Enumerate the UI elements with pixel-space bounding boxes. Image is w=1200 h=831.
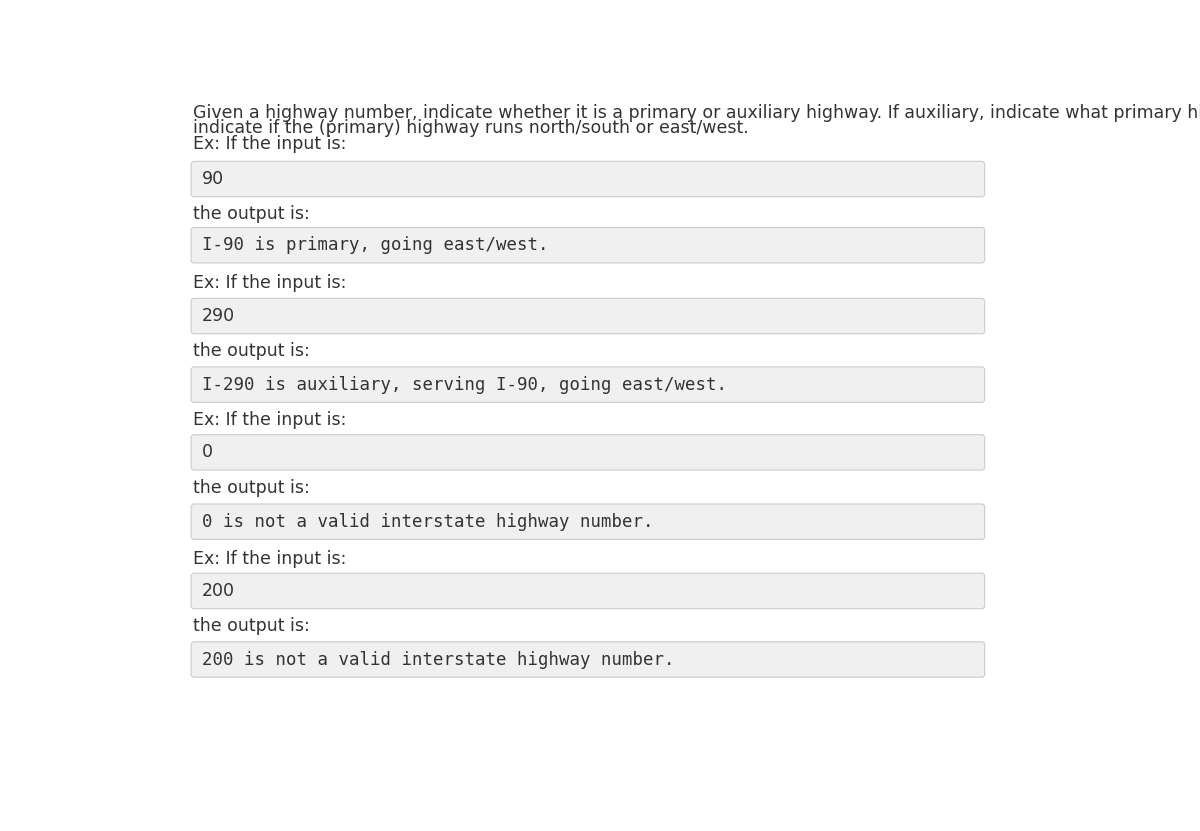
Text: 0 is not a valid interstate highway number.: 0 is not a valid interstate highway numb… (202, 513, 654, 531)
FancyBboxPatch shape (191, 228, 985, 263)
Text: 200 is not a valid interstate highway number.: 200 is not a valid interstate highway nu… (202, 651, 674, 668)
Text: the output is:: the output is: (193, 204, 310, 223)
FancyBboxPatch shape (191, 504, 985, 539)
Text: the output is:: the output is: (193, 342, 310, 360)
FancyBboxPatch shape (191, 367, 985, 402)
Text: the output is:: the output is: (193, 479, 310, 497)
Text: Given a highway number, indicate whether it is a primary or auxiliary highway. I: Given a highway number, indicate whether… (193, 104, 1200, 121)
FancyBboxPatch shape (191, 573, 985, 608)
FancyBboxPatch shape (191, 161, 985, 197)
Text: 90: 90 (202, 170, 224, 188)
Text: I-90 is primary, going east/west.: I-90 is primary, going east/west. (202, 236, 548, 254)
Text: I-290 is auxiliary, serving I-90, going east/west.: I-290 is auxiliary, serving I-90, going … (202, 376, 727, 394)
FancyBboxPatch shape (191, 298, 985, 334)
Text: 200: 200 (202, 582, 235, 600)
FancyBboxPatch shape (191, 435, 985, 470)
Text: Ex: If the input is:: Ex: If the input is: (193, 549, 346, 568)
Text: indicate if the (primary) highway runs north/south or east/west.: indicate if the (primary) highway runs n… (193, 119, 749, 137)
Text: Ex: If the input is:: Ex: If the input is: (193, 274, 346, 292)
Text: 290: 290 (202, 307, 235, 325)
FancyBboxPatch shape (191, 642, 985, 677)
Text: Ex: If the input is:: Ex: If the input is: (193, 135, 346, 153)
Text: 0: 0 (202, 444, 212, 461)
Text: Ex: If the input is:: Ex: If the input is: (193, 411, 346, 429)
Text: the output is:: the output is: (193, 617, 310, 636)
